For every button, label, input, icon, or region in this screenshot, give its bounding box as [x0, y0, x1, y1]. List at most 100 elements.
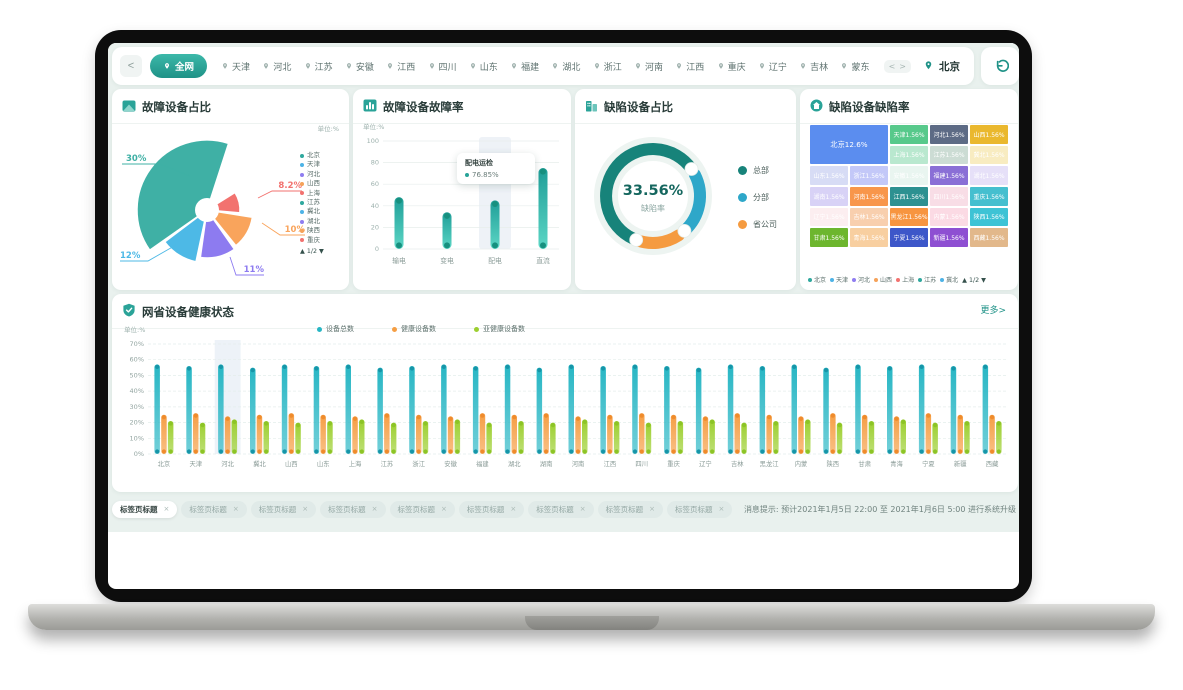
close-icon[interactable]: ×	[441, 505, 447, 513]
bar-上海-亚健康设备数[interactable]	[359, 419, 365, 454]
bar-福建-亚健康设备数[interactable]	[486, 422, 492, 454]
treemap-cell-北京[interactable]: 北京12.6%	[810, 125, 888, 165]
bar-浙江-设备总数[interactable]	[409, 366, 415, 454]
legend-item-7[interactable]: 湖北	[300, 217, 342, 226]
treemap-cell-新疆[interactable]: 新疆1.56%	[930, 228, 968, 247]
bar-安徽-亚健康设备数[interactable]	[454, 419, 461, 454]
legend-item-2[interactable]: 河北	[852, 276, 870, 285]
bar-宁夏-设备总数[interactable]	[918, 364, 925, 454]
treemap-cell-福建[interactable]: 福建1.56%	[930, 166, 968, 185]
bar-河南-健康设备数[interactable]	[575, 416, 581, 454]
bar-甘肃-亚健康设备数[interactable]	[868, 421, 875, 454]
tab-1[interactable]: 标签页标题 ×	[181, 500, 247, 518]
legend-item-设备总数[interactable]: 设备总数	[317, 324, 354, 334]
bar-江西-设备总数[interactable]	[600, 366, 606, 454]
treemap-cell-内蒙[interactable]: 内蒙1.56%	[930, 207, 968, 227]
tab-8[interactable]: 标签页标题 ×	[667, 500, 733, 518]
close-icon[interactable]: ×	[302, 505, 309, 513]
tab-0[interactable]: 标签页标题 ×	[112, 500, 178, 518]
bar-山西-亚健康设备数[interactable]	[295, 422, 301, 454]
bar-北京-健康设备数[interactable]	[161, 414, 167, 454]
tab-7[interactable]: 标签页标题 ×	[597, 500, 663, 518]
tab-3[interactable]: 标签页标题 ×	[320, 500, 386, 518]
treemap-cell-西藏[interactable]: 西藏1.56%	[970, 228, 1008, 247]
bar-重庆-设备总数[interactable]	[664, 366, 670, 454]
close-icon[interactable]: ×	[510, 505, 517, 513]
legend-item-1[interactable]: 天津	[830, 276, 848, 285]
donut-arc-总部[interactable]	[600, 143, 698, 245]
donut-handle[interactable]	[629, 233, 644, 247]
close-icon[interactable]: ×	[579, 505, 586, 513]
tab-2[interactable]: 标签页标题 ×	[250, 500, 317, 518]
bar-新疆-健康设备数[interactable]	[957, 414, 964, 454]
nav-item-9[interactable]: 浙江	[593, 60, 622, 73]
legend-item-6[interactable]: 冀北	[300, 207, 342, 216]
treemap-cell-浙江[interactable]: 浙江1.56%	[850, 166, 888, 185]
bar-湖南-设备总数[interactable]	[536, 367, 543, 454]
tab-6[interactable]: 标签页标题 ×	[528, 500, 594, 518]
treemap-cell-江西[interactable]: 江西1.56%	[890, 186, 928, 206]
legend-item-总部[interactable]: 总部	[738, 165, 777, 176]
treemap-cell-宁夏[interactable]: 宁夏1.56%	[890, 228, 928, 247]
bar-辽宁-健康设备数[interactable]	[702, 416, 709, 454]
back-button[interactable]	[981, 47, 1019, 85]
bar-上海-健康设备数[interactable]	[352, 416, 358, 454]
close-icon[interactable]: ×	[232, 505, 239, 513]
nav-item-3[interactable]: 安徽	[345, 60, 374, 73]
bar-内蒙-亚健康设备数[interactable]	[805, 419, 811, 454]
close-icon[interactable]: ×	[371, 505, 378, 513]
more-link[interactable]: 更多>	[980, 306, 1006, 316]
donut-handle[interactable]	[677, 224, 692, 238]
bar-安徽-健康设备数[interactable]	[447, 416, 454, 454]
bar-甘肃-设备总数[interactable]	[855, 364, 861, 454]
treemap-cell-河南[interactable]: 河南1.56%	[850, 186, 888, 206]
bar-青海-健康设备数[interactable]	[893, 416, 900, 454]
treemap-cell-天津[interactable]: 天津1.56%	[890, 125, 928, 144]
nav-item-10[interactable]: 河南	[634, 60, 663, 73]
bar-上海-设备总数[interactable]	[345, 364, 352, 454]
nav-item-13[interactable]: 辽宁	[758, 60, 787, 73]
legend-item-8[interactable]: 陕西	[300, 226, 342, 235]
treemap-cell-重庆[interactable]: 重庆1.56%	[970, 186, 1008, 206]
donut-handle[interactable]	[684, 162, 699, 176]
pie-slice-2[interactable]	[205, 208, 254, 247]
bar-江苏-设备总数[interactable]	[377, 367, 383, 454]
bar-浙江-健康设备数[interactable]	[416, 414, 422, 454]
treemap-cell-黑龙江[interactable]: 黑龙江1.56%	[890, 207, 928, 227]
legend-item-分部[interactable]: 分部	[738, 192, 777, 203]
tab-5[interactable]: 标签页标题 ×	[458, 500, 525, 518]
treemap-cell-江苏[interactable]: 江苏1.56%	[930, 145, 968, 165]
legend-item-健康设备数[interactable]: 健康设备数	[392, 324, 436, 334]
bar-输电[interactable]	[394, 197, 404, 249]
bar-四川-健康设备数[interactable]	[639, 413, 645, 454]
bar-河南-亚健康设备数[interactable]	[582, 419, 588, 454]
nav-item-2[interactable]: 江苏	[304, 60, 333, 73]
bar-福建-设备总数[interactable]	[472, 366, 479, 454]
bar-吉林-亚健康设备数[interactable]	[741, 422, 747, 454]
nav-pager-left[interactable]: <	[888, 61, 896, 71]
bar-浙江-亚健康设备数[interactable]	[422, 421, 429, 454]
bar-山西-设备总数[interactable]	[281, 364, 288, 454]
bar-河南-设备总数[interactable]	[568, 364, 575, 454]
bar-变电[interactable]	[442, 212, 452, 249]
bar-新疆-亚健康设备数[interactable]	[964, 421, 970, 454]
bar-湖南-健康设备数[interactable]	[543, 413, 549, 454]
bar-陕西-设备总数[interactable]	[823, 367, 829, 454]
bar-冀北-亚健康设备数[interactable]	[263, 421, 270, 454]
legend-item-4[interactable]: 上海	[300, 189, 342, 198]
bar-辽宁-设备总数[interactable]	[695, 367, 702, 454]
legend-item-0[interactable]: 北京	[808, 276, 826, 285]
legend-item-亚健康设备数[interactable]: 亚健康设备数	[474, 324, 525, 334]
bar-甘肃-健康设备数[interactable]	[861, 414, 868, 454]
bar-宁夏-健康设备数[interactable]	[925, 413, 932, 454]
nav-item-4[interactable]: 江西	[386, 60, 415, 73]
bar-湖北-亚健康设备数[interactable]	[518, 421, 524, 454]
treemap-cell-湖北[interactable]: 湖北1.56%	[970, 166, 1008, 185]
bar-北京-设备总数[interactable]	[154, 364, 160, 454]
nav-item-8[interactable]: 湖北	[551, 60, 580, 73]
bar-四川-亚健康设备数[interactable]	[645, 422, 652, 454]
legend-pager[interactable]: ▲ 1/2 ▼	[300, 248, 324, 256]
legend-item-4[interactable]: 上海	[896, 276, 914, 285]
nav-pager-right[interactable]: >	[899, 61, 906, 71]
nav-item-5[interactable]: 四川	[428, 60, 457, 73]
